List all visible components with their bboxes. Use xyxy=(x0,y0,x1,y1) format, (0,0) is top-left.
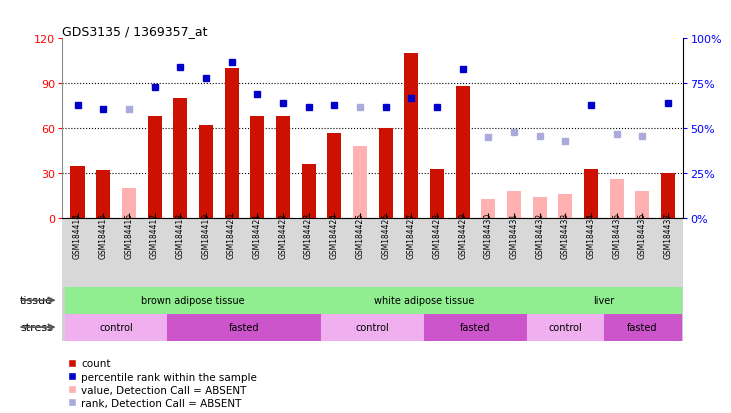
Bar xyxy=(65,287,322,314)
Bar xyxy=(70,166,85,219)
Bar xyxy=(507,192,521,219)
Text: white adipose tissue: white adipose tissue xyxy=(374,295,474,306)
Bar xyxy=(148,117,162,219)
Bar xyxy=(424,314,527,341)
Text: stress: stress xyxy=(20,322,53,332)
Bar xyxy=(224,69,238,219)
Bar xyxy=(276,117,290,219)
Bar xyxy=(635,192,649,219)
Bar xyxy=(558,195,572,219)
Text: liver: liver xyxy=(594,295,615,306)
Text: control: control xyxy=(356,322,390,332)
Text: tissue: tissue xyxy=(20,295,53,306)
Legend: count, percentile rank within the sample, value, Detection Call = ABSENT, rank, : count, percentile rank within the sample… xyxy=(67,358,257,408)
Bar xyxy=(322,287,527,314)
Bar xyxy=(302,165,316,219)
Bar xyxy=(379,129,393,219)
Text: control: control xyxy=(99,322,133,332)
Bar xyxy=(65,314,167,341)
Bar xyxy=(481,199,496,219)
Text: GDS3135 / 1369357_at: GDS3135 / 1369357_at xyxy=(62,25,208,38)
Bar xyxy=(322,314,424,341)
Bar xyxy=(96,171,110,219)
Text: control: control xyxy=(548,322,583,332)
Bar xyxy=(173,99,187,219)
Bar xyxy=(404,54,418,219)
Bar xyxy=(353,147,367,219)
Bar xyxy=(527,287,681,314)
Bar xyxy=(533,198,547,219)
Bar xyxy=(610,180,624,219)
Bar xyxy=(199,126,213,219)
Text: brown adipose tissue: brown adipose tissue xyxy=(141,295,245,306)
Bar xyxy=(604,314,681,341)
Text: fasted: fasted xyxy=(461,322,491,332)
Bar xyxy=(455,87,470,219)
Bar xyxy=(122,189,136,219)
Bar xyxy=(167,314,322,341)
Bar xyxy=(584,169,598,219)
Text: fasted: fasted xyxy=(230,322,260,332)
Bar xyxy=(250,117,265,219)
Bar xyxy=(661,174,675,219)
Bar xyxy=(527,314,604,341)
Bar xyxy=(430,169,444,219)
Bar xyxy=(327,133,341,219)
Text: fasted: fasted xyxy=(627,322,658,332)
